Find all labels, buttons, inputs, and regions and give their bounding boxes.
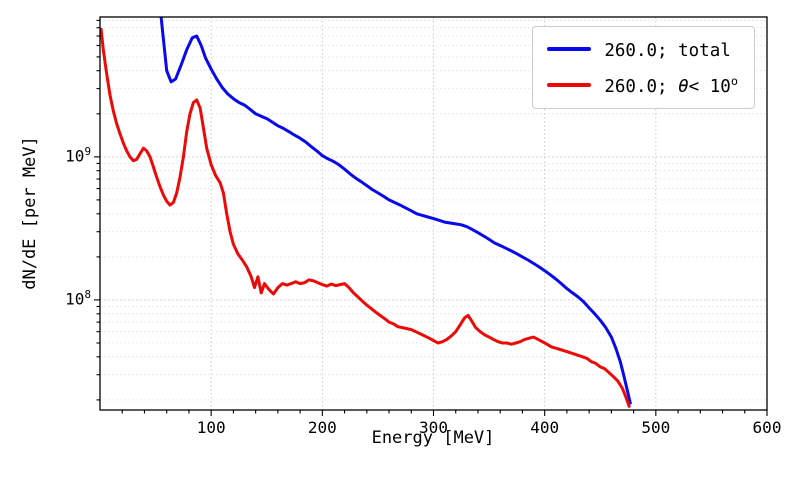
x-tick-label: 300 [419, 418, 448, 437]
x-tick-label: 500 [641, 418, 671, 437]
series-line-total [159, 17, 632, 405]
series-line-theta [100, 27, 631, 408]
legend-entry-total: 260.0; total [547, 38, 738, 61]
y-axis-label: dN/dE [per MeV] [20, 136, 40, 290]
x-tick-label: 600 [752, 418, 782, 437]
y-tick-label: 109 [65, 144, 91, 166]
legend-label-theta: 260.0; θ< 10o [604, 73, 738, 97]
legend: 260.0; total 260.0; θ< 10o [532, 26, 755, 109]
y-tick-label: 108 [65, 287, 91, 309]
x-tick-label: 400 [530, 418, 560, 437]
x-tick-label: 200 [307, 418, 337, 437]
legend-entry-theta: 260.0; θ< 10o [547, 74, 738, 97]
axis-ticks [94, 19, 768, 416]
legend-line-blue [547, 47, 592, 52]
x-axis-label: Energy [MeV] [371, 428, 495, 448]
legend-line-red [547, 83, 592, 88]
legend-label-total: 260.0; total [604, 40, 731, 61]
x-tick-label: 100 [196, 418, 226, 437]
